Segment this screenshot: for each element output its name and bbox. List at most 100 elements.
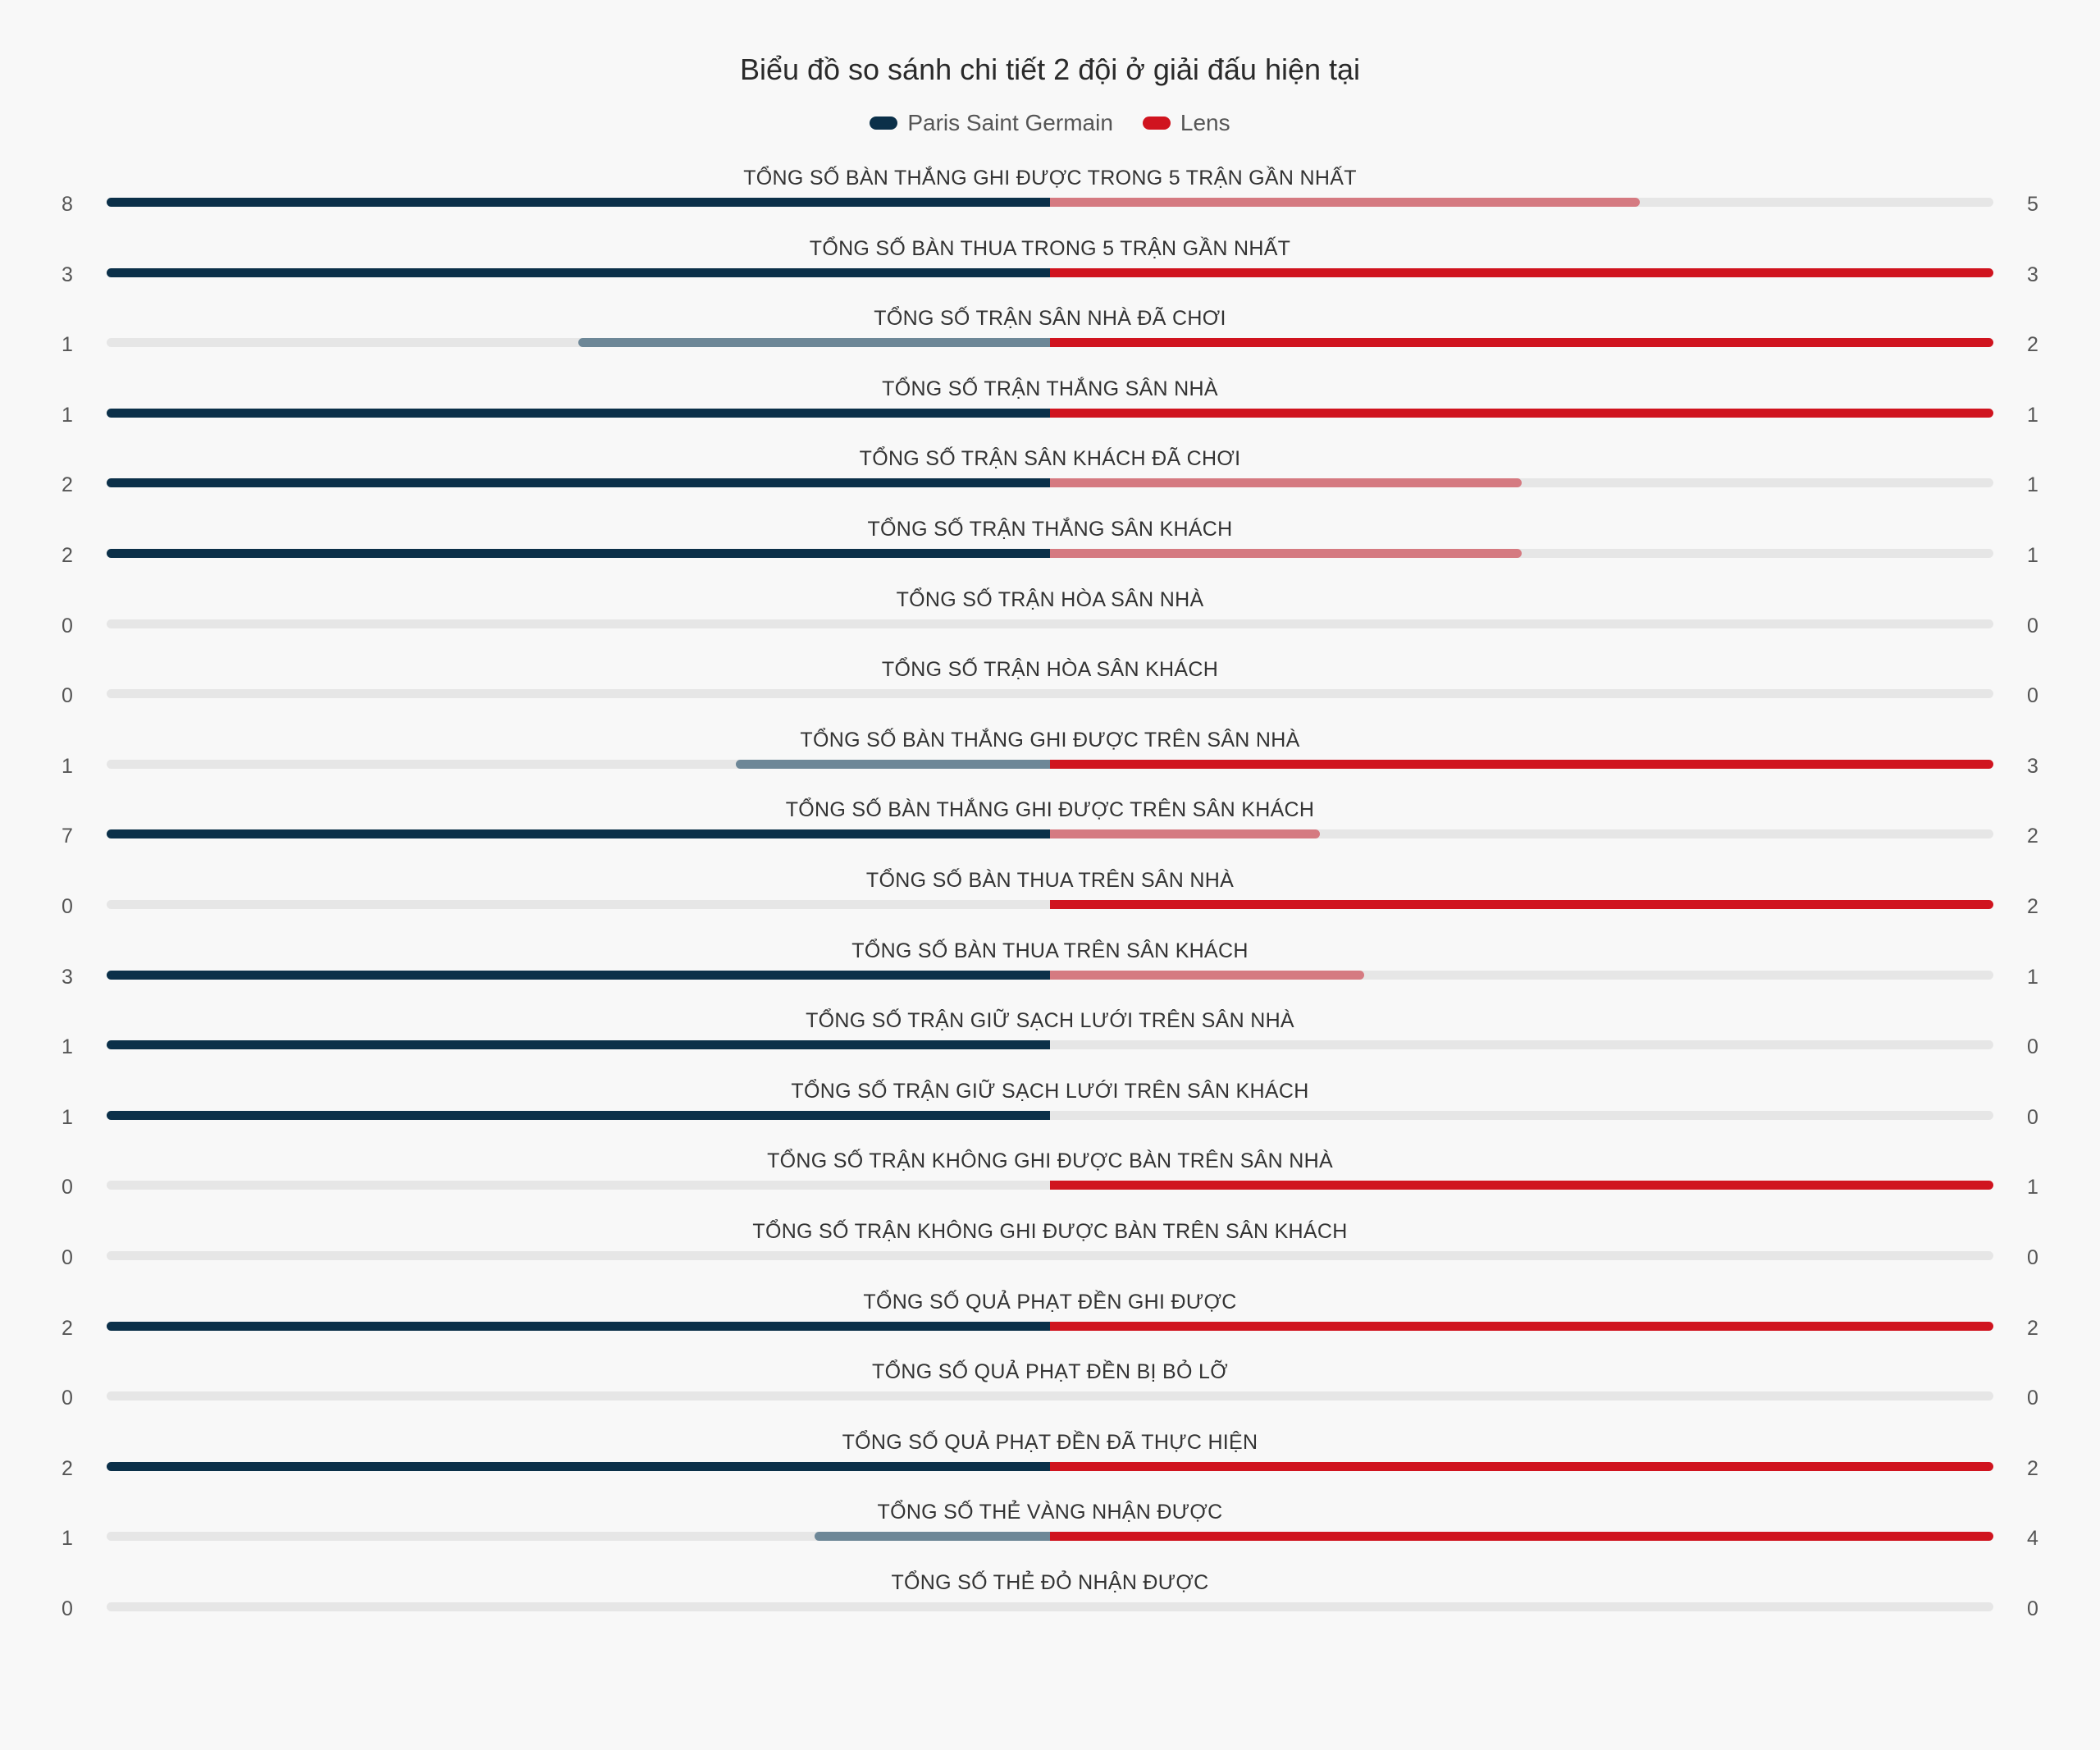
- value-label-lens: 0: [2027, 615, 2038, 637]
- bar-lens[interactable]: [1050, 268, 1993, 277]
- bar-psg[interactable]: [107, 829, 1050, 838]
- row-label: TỔNG SỐ TRẬN HÒA SÂN NHÀ: [896, 588, 1204, 611]
- bar-psg[interactable]: [107, 549, 1050, 558]
- row-label: TỔNG SỐ BÀN THUA TRÊN SÂN NHÀ: [865, 869, 1235, 892]
- row-label: TỔNG SỐ BÀN THUA TRONG 5 TRẬN GẦN NHẤT: [809, 237, 1291, 260]
- bar-track: [107, 549, 1993, 558]
- value-label-lens: 2: [2027, 1317, 2038, 1340]
- bar-lens[interactable]: [1050, 1462, 1993, 1471]
- row-label: TỔNG SỐ BÀN THẮNG GHI ĐƯỢC TRÊN SÂN NHÀ: [800, 729, 1300, 752]
- bar-track: [107, 1111, 1993, 1120]
- bar-lens[interactable]: [1050, 549, 1522, 558]
- bar-psg[interactable]: [735, 760, 1050, 769]
- row-label: TỔNG SỐ TRẬN SÂN KHÁCH ĐÃ CHƠI: [859, 447, 1241, 470]
- bar-track: [107, 1251, 1993, 1260]
- legend-item-psg[interactable]: Paris Saint Germain: [870, 110, 1113, 136]
- bar-track: [107, 1181, 1993, 1190]
- bar-psg[interactable]: [107, 268, 1050, 277]
- bar-psg[interactable]: [107, 198, 1050, 207]
- value-label-psg: 1: [62, 333, 73, 356]
- value-label-psg: 0: [62, 684, 73, 707]
- bar-track: [107, 478, 1993, 487]
- row-label: TỔNG SỐ TRẬN SÂN NHÀ ĐÃ CHƠI: [874, 307, 1226, 330]
- bar-lens[interactable]: [1050, 1181, 1993, 1190]
- row-label: TỔNG SỐ TRẬN KHÔNG GHI ĐƯỢC BÀN TRÊN SÂN…: [752, 1220, 1348, 1243]
- row-label: TỔNG SỐ TRẬN HÒA SÂN KHÁCH: [881, 658, 1219, 681]
- row-label: TỔNG SỐ QUẢ PHẠT ĐỀN BỊ BỎ LỠ: [872, 1360, 1228, 1383]
- bar-psg[interactable]: [107, 409, 1050, 418]
- value-label-psg: 7: [62, 825, 73, 848]
- bar-lens[interactable]: [1050, 409, 1993, 418]
- row-label: TỔNG SỐ TRẬN GIỮ SẠCH LƯỚI TRÊN SÂN NHÀ: [806, 1009, 1294, 1032]
- bar-psg[interactable]: [107, 1040, 1050, 1049]
- bar-lens[interactable]: [1050, 338, 1993, 347]
- value-label-lens: 3: [2027, 263, 2038, 286]
- bar-track: [107, 268, 1993, 277]
- bar-track: [107, 1040, 1993, 1049]
- value-label-lens: 0: [2027, 1387, 2038, 1410]
- legend-swatch-psg: [870, 117, 898, 130]
- bar-track: [107, 1462, 1993, 1471]
- bar-lens[interactable]: [1050, 900, 1993, 909]
- bar-psg[interactable]: [107, 1111, 1050, 1120]
- value-label-psg: 2: [62, 1457, 73, 1480]
- value-label-lens: 2: [2027, 895, 2038, 918]
- value-label-psg: 0: [62, 1246, 73, 1269]
- legend-label-psg: Paris Saint Germain: [907, 110, 1113, 135]
- value-label-psg: 2: [62, 1317, 73, 1340]
- row-label: TỔNG SỐ THẺ ĐỎ NHẬN ĐƯỢC: [891, 1571, 1209, 1594]
- bar-psg[interactable]: [107, 478, 1050, 487]
- row-label: TỔNG SỐ BÀN THUA TRÊN SÂN KHÁCH: [851, 939, 1249, 962]
- value-label-psg: 1: [62, 1527, 73, 1550]
- bar-psg[interactable]: [578, 338, 1050, 347]
- value-label-psg: 3: [62, 263, 73, 286]
- value-label-lens: 1: [2027, 544, 2038, 567]
- bar-track: [107, 1322, 1993, 1331]
- row-label: TỔNG SỐ TRẬN GIỮ SẠCH LƯỚI TRÊN SÂN KHÁC…: [791, 1080, 1309, 1103]
- value-label-lens: 1: [2027, 404, 2038, 427]
- legend: Paris Saint Germain Lens: [0, 110, 2100, 136]
- value-label-psg: 0: [62, 1176, 73, 1199]
- bar-lens[interactable]: [1050, 760, 1993, 769]
- value-label-lens: 4: [2027, 1527, 2038, 1550]
- value-label-psg: 1: [62, 1106, 73, 1129]
- bar-lens[interactable]: [1050, 971, 1365, 980]
- value-label-lens: 2: [2027, 333, 2038, 356]
- bar-lens[interactable]: [1050, 478, 1522, 487]
- value-label-lens: 0: [2027, 1035, 2038, 1058]
- value-label-lens: 1: [2027, 966, 2038, 989]
- value-label-psg: 8: [62, 193, 73, 216]
- value-label-lens: 2: [2027, 825, 2038, 848]
- bar-psg[interactable]: [107, 1322, 1050, 1331]
- row-label: TỔNG SỐ QUẢ PHẠT ĐỀN ĐÃ THỰC HIỆN: [842, 1431, 1258, 1454]
- bar-psg[interactable]: [814, 1532, 1050, 1541]
- row-label: TỔNG SỐ TRẬN THẮNG SÂN KHÁCH: [867, 518, 1233, 541]
- value-label-psg: 1: [62, 1035, 73, 1058]
- value-label-psg: 0: [62, 1387, 73, 1410]
- value-label-lens: 0: [2027, 1597, 2038, 1620]
- row-label: TỔNG SỐ TRẬN KHÔNG GHI ĐƯỢC BÀN TRÊN SÂN…: [767, 1149, 1333, 1172]
- bar-lens[interactable]: [1050, 829, 1320, 838]
- row-label: TỔNG SỐ BÀN THẮNG GHI ĐƯỢC TRÊN SÂN KHÁC…: [785, 798, 1315, 821]
- bar-track: [107, 760, 1993, 769]
- value-label-psg: 3: [62, 966, 73, 989]
- value-label-psg: 0: [62, 615, 73, 637]
- value-label-lens: 3: [2027, 755, 2038, 778]
- value-label-psg: 2: [62, 473, 73, 496]
- bar-lens[interactable]: [1050, 1532, 1993, 1541]
- value-label-lens: 0: [2027, 1106, 2038, 1129]
- bar-lens[interactable]: [1050, 198, 1640, 207]
- value-label-psg: 2: [62, 544, 73, 567]
- legend-swatch-lens: [1142, 117, 1171, 130]
- legend-label-lens: Lens: [1180, 110, 1230, 135]
- bar-psg[interactable]: [107, 971, 1050, 980]
- legend-item-lens[interactable]: Lens: [1142, 110, 1230, 136]
- value-label-psg: 1: [62, 404, 73, 427]
- value-label-lens: 0: [2027, 684, 2038, 707]
- bar-track: [107, 900, 1993, 909]
- bar-track: [107, 198, 1993, 207]
- bar-psg[interactable]: [107, 1462, 1050, 1471]
- bar-lens[interactable]: [1050, 1322, 1993, 1331]
- value-label-lens: 0: [2027, 1246, 2038, 1269]
